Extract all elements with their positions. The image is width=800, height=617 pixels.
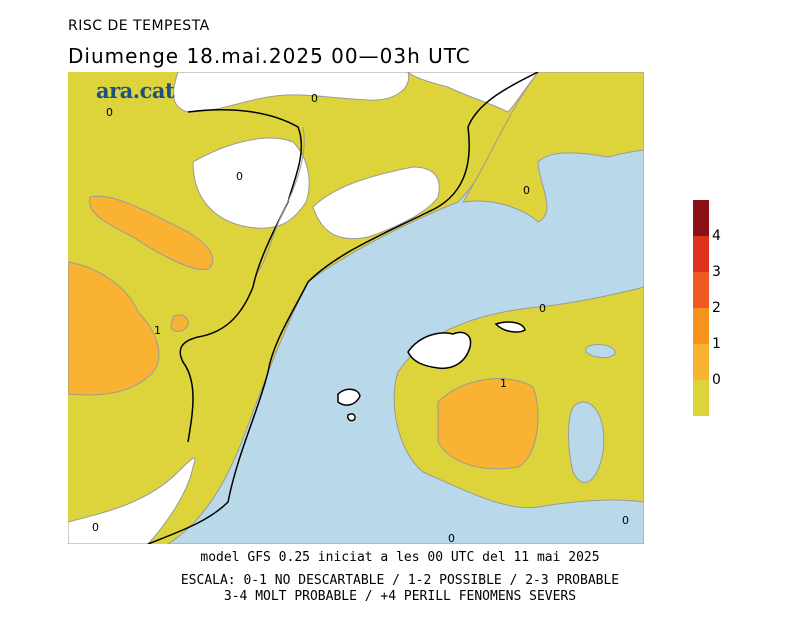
scale-color-2-3 [693, 272, 709, 308]
no-data-area-north [173, 72, 410, 113]
scale-label: 0 [712, 372, 721, 388]
scale-label: 1 [712, 336, 721, 352]
risk-1-2-zone-small [170, 314, 189, 332]
island-menorca [494, 321, 526, 333]
chart-title: RISC DE TEMPESTA [68, 18, 210, 34]
contour-label: 0 [236, 170, 243, 183]
risk-1-2-zone-northwest [88, 195, 214, 270]
scale-label: 3 [712, 264, 721, 280]
risk-1-2-zone-south [437, 378, 539, 470]
contour-label: 0 [92, 521, 99, 534]
contour-label: 0 [448, 532, 455, 544]
scale-color-3-4 [693, 236, 709, 272]
sea-patch [585, 344, 616, 359]
scale-label: 4 [712, 228, 721, 244]
island-mallorca [407, 331, 472, 370]
scale-description-line2: 3-4 MOLT PROBABLE / +4 PERILL FENOMENS S… [223, 589, 577, 604]
scale-label: 2 [712, 300, 721, 316]
scale-description-line1: ESCALA: 0-1 NO DESCARTABLE / 1-2 POSSIBL… [180, 573, 620, 588]
ara-cat-logo: ara.cat [96, 78, 175, 103]
no-data-area-southwest [68, 457, 196, 544]
risk-1-2-zone-west [68, 261, 160, 396]
scale-color-4-plus [693, 200, 709, 236]
island-ibiza [337, 388, 361, 406]
region-border [257, 126, 305, 273]
no-data-area-central [192, 137, 310, 229]
contour-label: 0 [523, 184, 530, 197]
forecast-date: Diumenge 18.mai.2025 00—03h UTC [68, 44, 471, 68]
storm-risk-map: 0 0 0 0 0 1 1 0 0 0 [68, 72, 644, 544]
coastline-south [147, 281, 309, 544]
scale-color-0 [693, 380, 709, 416]
contour-label: 0 [539, 302, 546, 315]
island-formentera [347, 413, 356, 422]
no-data-area-northeast [407, 72, 539, 113]
no-data-area-coast [312, 166, 440, 240]
country-border [179, 109, 303, 443]
contour-label: 1 [154, 324, 161, 337]
risk-scale-legend [693, 200, 709, 416]
scale-color-0-1 [693, 344, 709, 380]
contour-label: 0 [106, 106, 113, 119]
coastal-risk-zone [462, 72, 644, 223]
contour-label: 0 [622, 514, 629, 527]
scale-color-1-2 [693, 308, 709, 344]
coastline [307, 72, 539, 283]
model-info: model GFS 0.25 iniciat a les 00 UTC del … [200, 550, 600, 565]
sea-bay [567, 401, 605, 483]
contour-label: 1 [500, 377, 507, 390]
contour-label: 0 [311, 92, 318, 105]
